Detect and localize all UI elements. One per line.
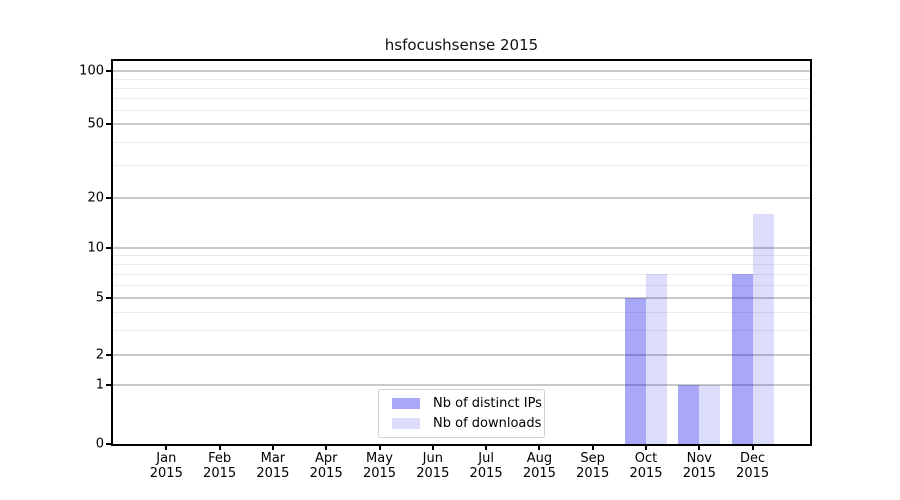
legend-item-downloads: Nb of downloads <box>388 416 541 431</box>
x-tick-label-jul: Jul 2015 <box>469 451 503 481</box>
y-tick-label-0: 0 <box>95 436 104 451</box>
x-tick-mark-apr <box>325 444 328 450</box>
gridline-minor-3 <box>113 329 810 331</box>
y-tick-mark-0 <box>106 442 113 445</box>
bar-nov-downloads <box>699 385 721 444</box>
x-tick-label-mar: Mar 2015 <box>256 451 290 481</box>
x-tick-label-jan: Jan 2015 <box>149 451 183 481</box>
gridline-minor-6 <box>113 284 810 286</box>
gridline-minor-8 <box>113 263 810 265</box>
y-tick-mark-50 <box>106 123 113 126</box>
x-tick-mark-jun <box>431 444 434 450</box>
bar-nov-distinct-ips <box>678 385 700 444</box>
gridline-major-50 <box>113 123 810 126</box>
x-tick-mark-dec <box>751 444 754 450</box>
bar-dec-distinct-ips <box>731 273 753 444</box>
y-tick-label-5: 5 <box>95 290 104 306</box>
x-tick-mark-oct <box>645 444 647 450</box>
y-tick-mark-1 <box>106 384 113 386</box>
gridline-minor-80 <box>113 88 810 90</box>
legend-swatch-downloads <box>392 418 420 429</box>
gridline-minor-30 <box>113 165 810 167</box>
x-tick-label-oct: Oct 2015 <box>629 451 663 481</box>
y-tick-mark-20 <box>106 196 113 199</box>
legend-label-distinct-ips: Nb of distinct IPs <box>433 396 542 411</box>
chart-title: hsfocushsense 2015 <box>384 36 539 54</box>
y-tick-label-1: 1 <box>95 377 104 393</box>
y-tick-mark-2 <box>106 354 113 356</box>
gridline-minor-9 <box>113 255 810 257</box>
x-tick-label-sep: Sep 2015 <box>576 451 610 481</box>
gridline-major-2 <box>113 354 810 356</box>
bar-oct-distinct-ips <box>625 298 646 444</box>
legend-swatch-distinct-ips <box>392 398 420 409</box>
plot-area <box>113 61 810 444</box>
y-tick-mark-10 <box>106 246 113 249</box>
x-tick-label-nov: Nov 2015 <box>682 451 716 481</box>
gridline-minor-90 <box>113 79 810 81</box>
gridline-major-5 <box>113 297 810 300</box>
x-tick-mark-nov <box>698 444 701 450</box>
x-tick-mark-jan <box>165 444 168 450</box>
gridline-minor-70 <box>113 98 810 100</box>
y-tick-mark-5 <box>106 297 113 300</box>
x-tick-label-may: May 2015 <box>362 451 397 481</box>
gridline-minor-4 <box>113 312 810 314</box>
x-tick-label-aug: Aug 2015 <box>522 451 556 481</box>
x-tick-mark-sep <box>591 444 594 450</box>
x-tick-mark-jul <box>485 444 488 450</box>
legend-label-downloads: Nb of downloads <box>433 416 542 431</box>
legend: Nb of distinct IPs Nb of downloads <box>378 389 545 438</box>
x-tick-label-dec: Dec 2015 <box>736 451 770 481</box>
x-tick-mark-mar <box>271 444 274 450</box>
x-tick-label-feb: Feb 2015 <box>203 451 237 481</box>
x-tick-label-jun: Jun 2015 <box>416 451 450 481</box>
y-tick-label-50: 50 <box>87 116 104 132</box>
y-tick-label-20: 20 <box>87 190 104 206</box>
bar-oct-downloads <box>646 273 667 444</box>
y-tick-label-10: 10 <box>87 240 104 256</box>
plot-frame <box>111 59 812 446</box>
y-tick-label-100: 100 <box>79 63 104 79</box>
x-tick-mark-may <box>378 444 381 450</box>
x-tick-mark-aug <box>538 444 541 450</box>
gridline-major-1 <box>113 384 810 386</box>
gridline-minor-7 <box>113 273 810 275</box>
x-tick-mark-feb <box>218 444 221 450</box>
bar-dec-downloads <box>752 213 774 444</box>
gridline-minor-40 <box>113 142 810 144</box>
y-tick-label-2: 2 <box>95 347 104 363</box>
legend-item-distinct-ips: Nb of distinct IPs <box>388 396 542 411</box>
x-tick-label-apr: Apr 2015 <box>309 451 343 481</box>
gridline-major-10 <box>113 246 810 249</box>
gridline-major-100 <box>113 70 810 72</box>
gridline-minor-60 <box>113 110 810 112</box>
y-tick-mark-100 <box>106 70 113 72</box>
gridline-major-20 <box>113 196 810 199</box>
